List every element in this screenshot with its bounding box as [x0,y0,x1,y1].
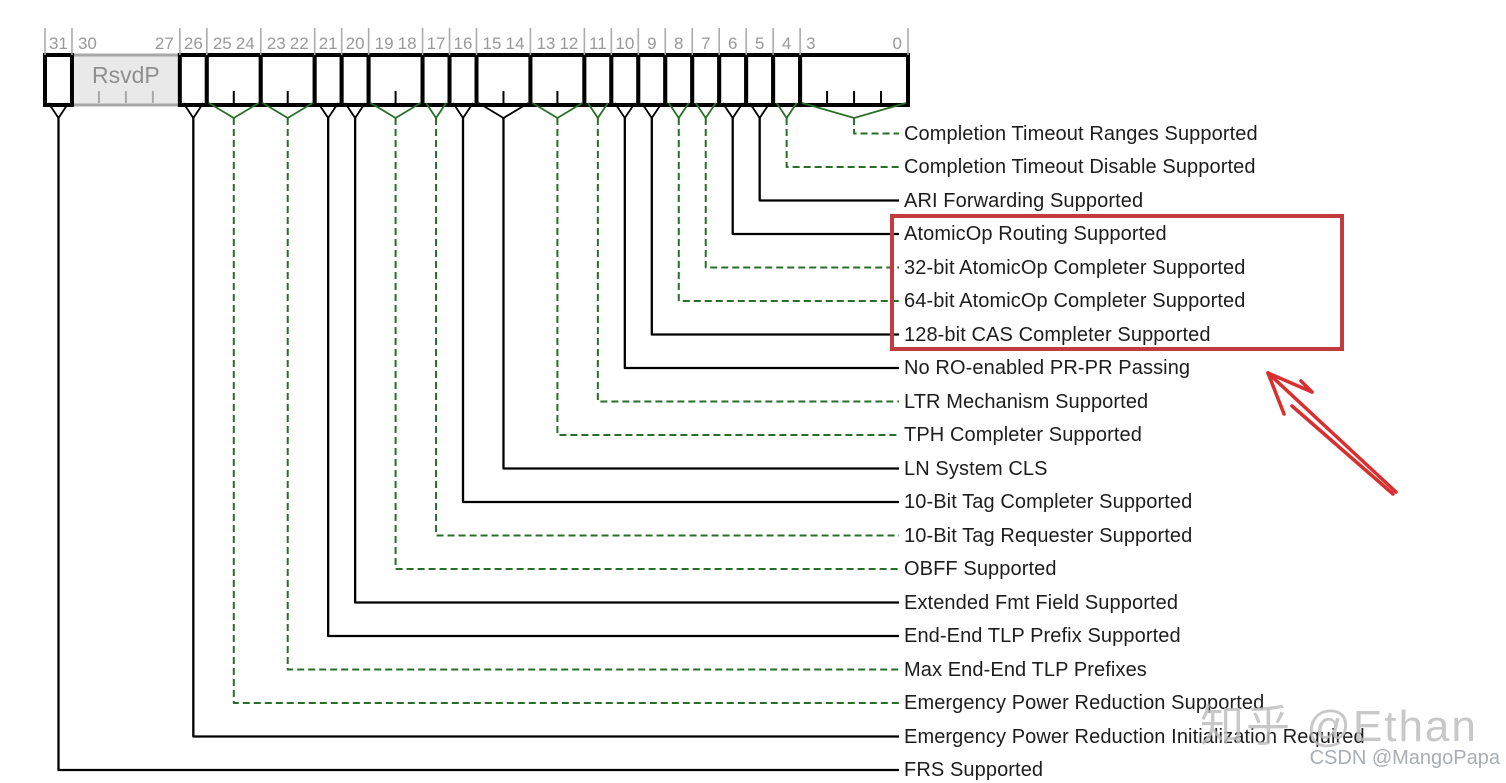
callout-label: Extended Fmt Field Supported [904,591,1179,614]
callout-label: End-End TLP Prefix Supported [904,625,1181,647]
register-cell [663,53,695,107]
callout-label: LTR Mechanism Supported [904,390,1149,413]
watermark-csdn: CSDN @MangoPapa [1309,747,1500,769]
bit-number: 11 [589,34,607,53]
bit-number: 10 [615,34,634,53]
register-cell [771,53,803,107]
register-cell [43,53,74,107]
callout-label: 64-bit AtomicOp Completer Supported [904,290,1246,312]
callout-line [192,118,899,738]
register-cell [717,53,749,107]
callout-line [853,118,899,135]
bit-number: 26 [184,34,203,53]
register-cell [690,53,722,107]
callout-line [327,118,899,638]
callout-label: 32-bit AtomicOp Completer Supported [904,256,1246,279]
callout-label: 10-Bit Tag Completer Supported [904,491,1193,513]
callout-line [461,118,899,504]
register-cell [636,53,668,107]
annotation-arrow [1266,371,1314,394]
bit-number: 6 [728,34,737,53]
callout-line [57,118,899,772]
callout-label: OBFF Supported [904,558,1057,580]
callout-line [677,118,899,302]
bit-number: 13 [536,34,555,53]
register-cell [177,53,209,107]
callout-line [623,118,899,370]
reserved-field-label: RsvdP [92,62,160,88]
bit-number: 3 [806,34,815,53]
bit-number: 15 [483,34,502,53]
register-cell [582,53,614,107]
register-cell [744,53,776,107]
callout-label: Emergency Power Reduction Supported [904,692,1265,714]
bit-number: 18 [398,34,417,53]
register-cell [447,53,479,107]
callout-label: TPH Completer Supported [904,424,1142,446]
register-cell [420,53,452,107]
watermark-zhihu: 知乎 @Ethan [1200,702,1478,751]
callout-label: Completion Timeout Ranges Supported [904,122,1258,145]
bit-number: 16 [454,34,473,53]
callout-line [502,118,899,470]
annotation-arrow [1266,371,1286,416]
bit-number: 4 [782,34,791,53]
callout-line [596,118,899,403]
callout-label: AtomicOp Routing Supported [904,223,1167,245]
bit-number: 19 [375,34,394,53]
bit-number: 21 [319,34,338,53]
register-cell [312,53,344,107]
bit-number: 17 [427,34,446,53]
register-cell [798,53,910,107]
callout-label: ARI Forwarding Supported [904,189,1144,212]
callout-label: Completion Timeout Disable Supported [904,156,1256,178]
callout-line [758,118,899,202]
highlight-box [890,214,1344,351]
callout-line [286,118,899,671]
bit-number: 0 [893,34,902,53]
callout-line [435,118,899,537]
callout-line [731,118,899,236]
callout-line [232,118,899,704]
register-cell [258,53,317,107]
register-cell [339,53,371,107]
callout-line [785,118,899,168]
callout-line [556,118,899,436]
callout-line [704,118,899,269]
bit-number: 24 [236,34,255,53]
bit-number: 8 [674,34,683,53]
bit-number: 31 [49,34,68,53]
bit-number: 9 [647,34,656,53]
bit-number: 23 [267,34,286,53]
annotation-arrow [1290,404,1395,496]
callout-label: Max End-End TLP Prefixes [904,658,1147,681]
bit-number: 20 [346,34,365,53]
bit-number: 30 [78,34,97,53]
callout-label: 128-bit CAS Completer Supported [904,323,1211,346]
bit-number: 22 [290,34,309,53]
callout-label: No RO-enabled PR-PR Passing [904,357,1191,379]
callout-line [650,118,899,336]
callout-label: Emergency Power Reduction Initialization… [904,725,1365,748]
bit-number: 5 [755,34,764,53]
callout-label: 10-Bit Tag Requester Supported [904,524,1193,547]
callout-line [394,118,899,570]
callout-label: FRS Supported [904,759,1044,781]
bit-number: 14 [506,34,525,53]
register-cell [609,53,641,107]
bit-number: 7 [701,34,710,53]
bit-number: 12 [559,34,578,53]
bit-number: 27 [155,34,174,53]
annotation-arrow [1266,371,1398,494]
bit-number: 25 [213,34,232,53]
callout-label: LN System CLS [904,457,1048,480]
annotation-arrow [1299,379,1314,394]
register-cell [474,53,533,107]
callout-line [353,118,899,604]
